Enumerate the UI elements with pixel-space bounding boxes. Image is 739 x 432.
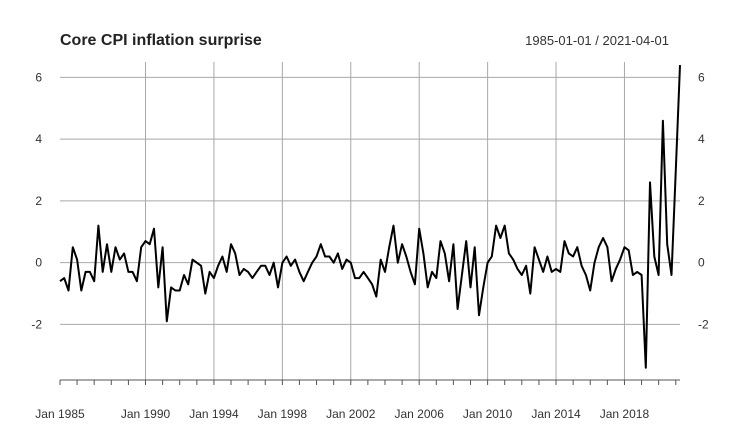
y-tick-label-left: 0	[35, 256, 42, 270]
chart-title: Core CPI inflation surprise	[60, 32, 262, 49]
y-tick-label-right: 0	[698, 256, 705, 270]
axes: -2 -2 0 0 2 2 4 4 6 6 Jan 1985 Jan 1990 Jan 1994 Jan …	[31, 70, 709, 421]
series-line	[59, 65, 681, 369]
x-tick-label: Jan 1990	[121, 407, 171, 421]
y-tick-label-left: 4	[35, 132, 42, 146]
date-range-label: 1985-01-01 / 2021-04-01	[525, 33, 669, 48]
y-tick-label-right: 4	[698, 132, 705, 146]
x-tick-label: Jan 2006	[395, 407, 445, 421]
x-tick-label: Jan 1985	[35, 407, 85, 421]
x-tick-label: Jan 2018	[600, 407, 650, 421]
y-tick-label-left: 6	[35, 70, 42, 84]
x-tick-label: Jan 2010	[463, 407, 513, 421]
x-tick-label: Jan 1994	[189, 407, 239, 421]
y-tick-label-left: 2	[35, 194, 42, 208]
y-tick-label-right: 6	[698, 70, 705, 84]
x-tick-label: Jan 2014	[531, 407, 581, 421]
y-tick-label-left: -2	[31, 317, 42, 331]
y-tick-label-right: 2	[698, 194, 705, 208]
grid	[60, 62, 680, 380]
y-tick-label-right: -2	[698, 317, 709, 331]
x-tick-label: Jan 1998	[258, 407, 308, 421]
x-tick-label: Jan 2002	[326, 407, 376, 421]
